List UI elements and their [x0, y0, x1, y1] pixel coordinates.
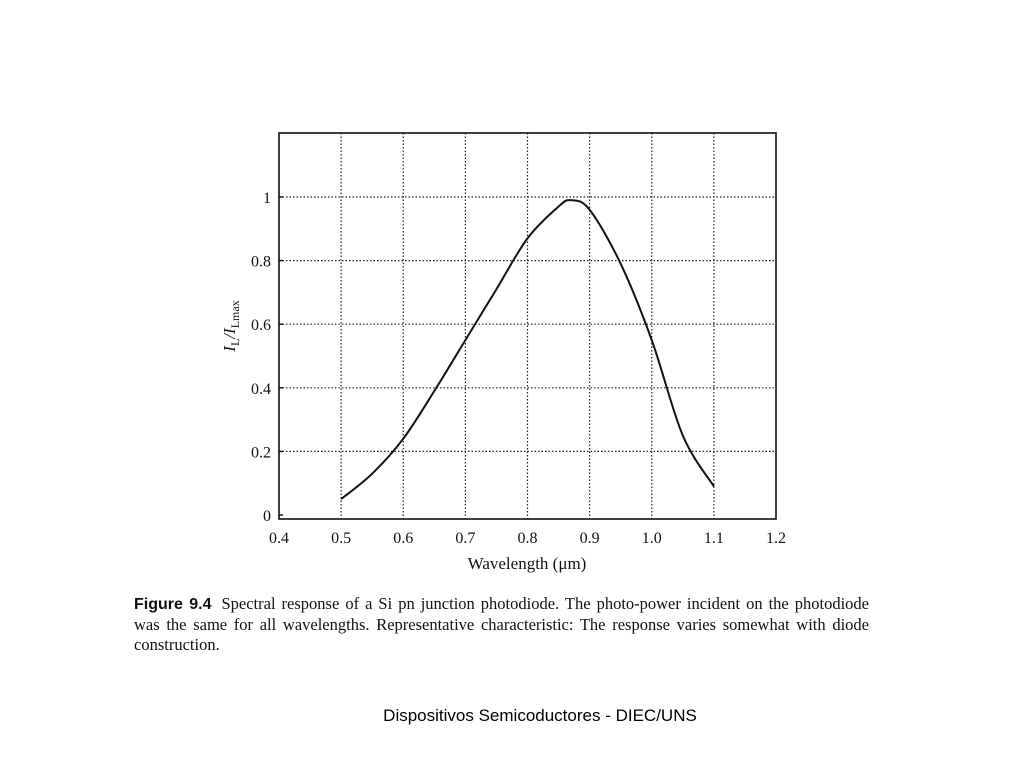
figure-label: Figure 9.4 — [134, 596, 212, 613]
x-tick-label: 0.7 — [455, 530, 475, 547]
y-tick-label: 0.8 — [251, 254, 271, 271]
y-tick-label: 1 — [263, 190, 271, 207]
figure-caption-text: Spectral response of a Si pn junction ph… — [134, 594, 869, 654]
y-axis-title-sub2: Lmax — [228, 300, 242, 328]
y-tick-label: 0.4 — [251, 381, 271, 398]
x-tick-label: 1.1 — [704, 530, 724, 547]
y-tick-label: 0.2 — [251, 444, 271, 461]
y-tick-label: 0.6 — [251, 317, 271, 334]
x-tick-label: 0.4 — [269, 530, 289, 547]
x-tick-label: 0.9 — [580, 530, 600, 547]
y-axis-title: IL/ILmax — [220, 300, 242, 352]
axis-ticks: 0.4 0.5 0.6 0.7 0.8 0.9 1.0 1.1 1.2 0 0.2 0.4 0.6 0.8… — [251, 190, 786, 547]
x-tick-label: 1.2 — [766, 530, 786, 547]
x-tick-label: 0.6 — [393, 530, 413, 547]
x-axis-title: Wavelength (μm) — [468, 554, 587, 573]
y-axis-title-sub1: L — [228, 339, 242, 346]
y-axis-title-mid: /I — [220, 327, 239, 340]
response-curve — [340, 199, 715, 500]
x-tick-label: 1.0 — [642, 530, 662, 547]
y-axis-title-main: I — [220, 345, 239, 353]
grid-lines — [279, 133, 776, 519]
slide-footer: Dispositivos Semicoductores - DIEC/UNS — [383, 706, 697, 725]
x-tick-label: 0.5 — [331, 530, 351, 547]
y-tick-label: 0 — [263, 508, 271, 525]
figure-caption: Figure 9.4 Spectral response of a Si pn j… — [134, 594, 869, 655]
x-tick-label: 0.8 — [518, 530, 538, 547]
plot-frame — [278, 132, 777, 520]
